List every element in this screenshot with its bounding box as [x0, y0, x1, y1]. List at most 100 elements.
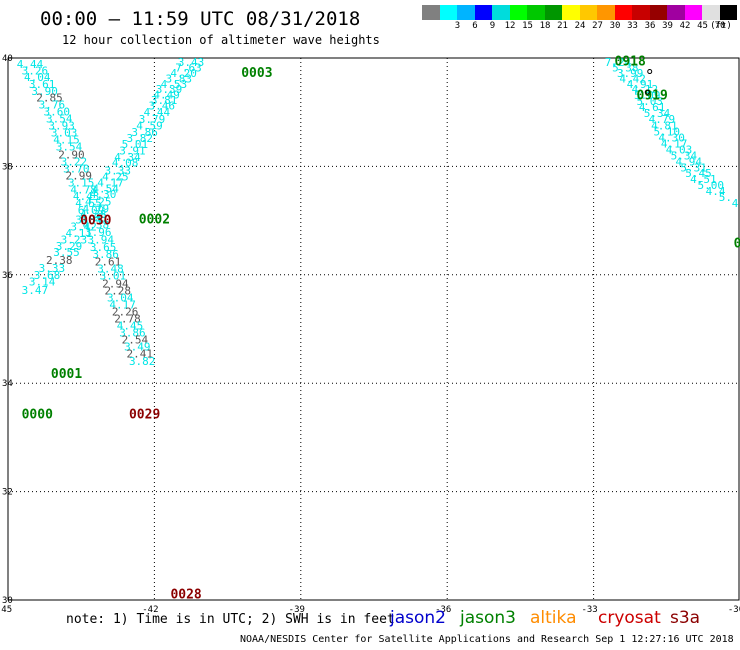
color-scale-label: 30: [609, 21, 621, 31]
wave-height-value: 4.78: [70, 184, 97, 197]
color-scale-label: 6: [472, 21, 478, 31]
wave-height-value: 3.79: [139, 113, 166, 126]
credit-line: NOAA/NESDIS Center for Satellite Applica…: [240, 634, 734, 645]
x-tick-label: -39: [289, 605, 305, 615]
y-tick-label: 36: [2, 271, 13, 281]
wave-height-value: 4.59: [136, 120, 163, 133]
x-tick-label: -36: [435, 605, 451, 615]
color-scale-swatch: [562, 5, 580, 20]
wave-height-value: 3.82: [129, 355, 156, 368]
legend-altika: altika: [530, 608, 577, 628]
wave-height-value: 3.54: [46, 112, 73, 125]
wave-height-value: 3.15: [68, 176, 95, 189]
wave-height-value: 3.68: [34, 269, 61, 282]
wave-height-value: 3.48: [97, 263, 124, 276]
color-scale-swatch: [597, 5, 615, 20]
wave-height-value: 3.04: [107, 291, 134, 304]
color-scale-swatch: [719, 5, 737, 20]
y-tick-label: 40: [2, 54, 13, 64]
wave-height-value: 3.46: [148, 99, 175, 112]
wave-height-value: 4.54: [92, 182, 119, 195]
wave-height-value: 4.55: [75, 197, 102, 210]
wave-height-value: 5.34: [671, 149, 698, 162]
y-tick-label: 38: [2, 162, 13, 172]
wave-height-value: 4.4: [706, 185, 726, 198]
wave-height-value: 5.09: [634, 89, 661, 102]
wave-height-value: 4.53: [161, 78, 188, 91]
wave-height-value: 2.78: [114, 312, 141, 325]
legend-s3a: s3a: [670, 608, 701, 628]
color-scale-label: 3: [454, 21, 461, 31]
wave-height-value: 4.45: [117, 320, 144, 333]
wave-height-value: 3.33: [39, 262, 66, 275]
wave-height-value: 4.25: [85, 195, 112, 208]
wave-height-value: 4.44: [17, 58, 44, 71]
y-tick-label: 34: [2, 379, 13, 389]
color-scale-swatch: [422, 5, 440, 20]
main-title: 00:00 – 11:59 UTC 08/31/2018: [40, 8, 361, 30]
wave-height-value: 4.15: [53, 134, 80, 147]
wave-height-value: 4.94: [676, 155, 703, 168]
wave-height-value: 3.43: [178, 56, 205, 69]
wave-height-value: 2.28: [105, 284, 132, 297]
color-scale-swatch: [702, 5, 720, 20]
wave-height-value: 2.99: [66, 169, 93, 182]
footer-note: note: 1) Time is in UTC; 2) SWH is in fe…: [66, 612, 395, 627]
wave-height-value: 3.90: [31, 85, 58, 98]
wave-height-value: 6.09: [78, 204, 105, 217]
color-scale-label: 42: [679, 21, 691, 31]
wave-height-value: 3.14: [29, 276, 56, 289]
color-scale-label: 15: [522, 21, 533, 31]
wave-height-value: 4.38: [80, 208, 107, 221]
color-scale-bar: [422, 5, 737, 20]
wave-height-value: 2.54: [122, 334, 149, 347]
wave-height-value: 2.38: [46, 254, 73, 267]
wave-height-value: 4.04: [24, 71, 51, 84]
wave-height-value: 3.86: [119, 327, 146, 340]
color-scale-swatch: [632, 5, 650, 20]
wave-height-value: 4.12: [632, 83, 659, 96]
wave-height-value: 4.30: [658, 131, 685, 144]
wave-height-value: 5.00: [697, 179, 724, 192]
wave-height-value: 4.20: [170, 67, 197, 80]
time-label: 0: [734, 237, 740, 252]
wave-height-value: 4.79: [649, 113, 676, 126]
color-scale-label: 12: [504, 21, 516, 31]
wave-height-value: 3.01: [100, 270, 127, 283]
wave-height-value: 4.25: [102, 170, 129, 183]
color-scale-swatch: [544, 5, 562, 20]
plot-frame: [7, 57, 740, 601]
wave-height-value: 3.03: [51, 127, 78, 140]
wave-height-value: 4.79: [83, 202, 110, 215]
sub-title: 12 hour collection of altimeter wave hei…: [62, 33, 380, 47]
wave-height-value: 3.86: [131, 126, 158, 139]
wave-height-value: 5.45: [685, 167, 712, 180]
color-scale-swatch: [684, 5, 702, 20]
legend-cryosat: cryosat: [598, 608, 661, 628]
wave-height-value: 3.54: [75, 213, 102, 226]
color-scale-label: 39: [662, 21, 673, 31]
color-scale-label: 45: [697, 21, 708, 31]
color-scale-swatch: [649, 5, 667, 20]
wave-height-value: 4.17: [661, 137, 688, 150]
wave-height-value: 3.39: [156, 83, 183, 96]
wave-height-value: 3.96: [85, 226, 112, 239]
color-scale-swatch: [579, 5, 597, 20]
wave-height-value: 3.91: [119, 144, 146, 157]
wave-height-value: 2.26: [112, 305, 139, 318]
color-scale-label: 70: [714, 21, 726, 31]
wave-height-value: 4.11: [66, 227, 93, 240]
color-scale-swatch: [527, 5, 545, 20]
wave-height-value: 2.85: [36, 91, 63, 104]
color-scale-swatch: [509, 5, 527, 20]
x-tick-label: -30: [728, 605, 740, 615]
wave-height-value: 5.10: [654, 126, 681, 139]
wave-height-value: 4.17: [97, 176, 124, 189]
wave-height-value: 7.63: [175, 62, 202, 75]
time-label: 0918: [615, 55, 646, 70]
x-tick-label: -42: [142, 605, 158, 615]
x-tick-label: -33: [581, 605, 597, 615]
time-label: 0003: [241, 66, 272, 81]
time-label: 0002: [139, 212, 170, 227]
wave-height-value: 2.90: [58, 148, 85, 161]
